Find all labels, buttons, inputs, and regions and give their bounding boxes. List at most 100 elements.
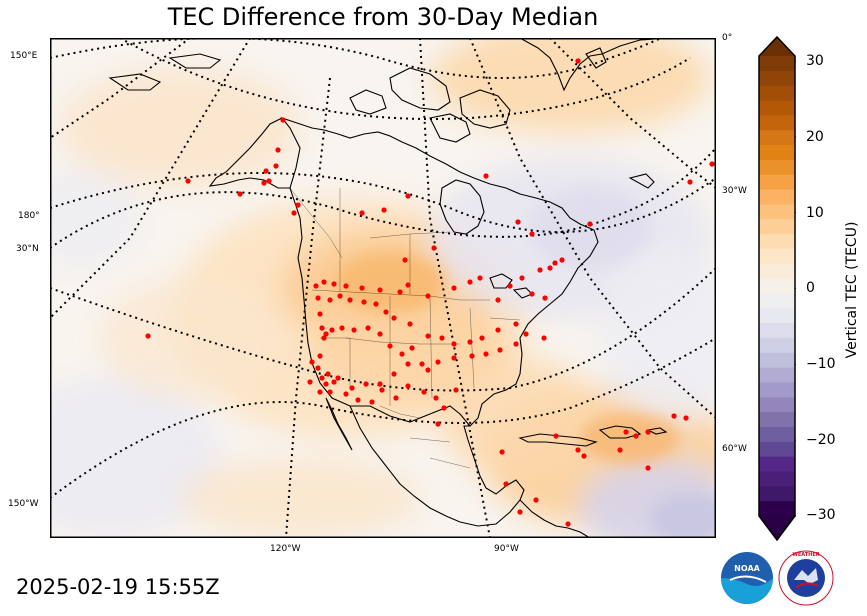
colorbar-segment	[759, 471, 795, 487]
station-marker	[317, 353, 323, 359]
colorbar-segment	[759, 70, 795, 87]
colorbar	[758, 35, 796, 542]
station-marker	[365, 325, 371, 331]
station-marker	[517, 509, 523, 515]
chart-title: TEC Difference from 30-Day Median	[167, 3, 599, 31]
station-marker	[349, 385, 355, 391]
station-marker	[343, 283, 349, 289]
station-marker	[529, 231, 535, 237]
station-marker	[351, 327, 357, 333]
station-marker	[483, 173, 489, 179]
station-marker	[683, 415, 689, 421]
station-marker	[439, 335, 445, 341]
station-marker	[315, 295, 321, 301]
station-marker	[451, 285, 457, 291]
station-marker	[405, 193, 411, 199]
station-marker	[405, 282, 411, 288]
station-marker	[435, 359, 441, 365]
station-marker	[185, 178, 191, 184]
station-marker	[467, 279, 473, 285]
station-marker	[537, 267, 543, 273]
station-marker	[553, 433, 559, 439]
station-marker	[377, 287, 383, 293]
colorbar-segment	[759, 219, 795, 235]
station-marker	[237, 191, 243, 197]
station-marker	[307, 379, 313, 385]
colorbar-segment	[759, 426, 795, 443]
grid-label-left: 150°W	[8, 499, 39, 509]
station-marker	[633, 433, 639, 439]
colorbar-segment	[759, 367, 795, 383]
station-marker	[377, 381, 383, 387]
colorbar-extend-low	[759, 516, 795, 540]
station-marker	[435, 421, 441, 427]
colorbar-segment	[759, 85, 795, 102]
station-marker	[559, 257, 565, 263]
station-marker	[391, 371, 397, 377]
station-marker	[266, 178, 272, 184]
station-marker	[327, 297, 333, 303]
grid-label-left: 150°E	[10, 51, 38, 61]
station-marker	[495, 327, 501, 333]
station-marker	[273, 163, 279, 169]
colorbar-segment	[759, 441, 795, 458]
station-marker	[319, 325, 325, 331]
station-marker	[331, 281, 337, 287]
station-marker	[339, 325, 345, 331]
colorbar-extend-high	[759, 37, 795, 56]
colorbar-segment	[759, 382, 795, 398]
station-marker	[373, 301, 379, 307]
station-marker	[431, 245, 437, 251]
colorbar-segment	[759, 337, 795, 354]
colorbar-segment	[759, 397, 795, 413]
station-marker	[275, 147, 281, 153]
station-marker	[523, 331, 529, 337]
station-marker	[397, 289, 403, 295]
colorbar-segment	[759, 501, 795, 517]
colorbar-segment	[759, 189, 795, 205]
station-marker	[541, 335, 547, 341]
station-marker	[319, 375, 325, 381]
colorbar-segment	[759, 159, 795, 176]
colorbar-tick-label: −30	[806, 507, 836, 523]
station-marker	[329, 327, 335, 333]
station-marker	[581, 453, 587, 459]
station-marker	[513, 341, 519, 347]
station-marker	[321, 279, 327, 285]
station-marker	[331, 379, 337, 385]
station-marker	[419, 361, 425, 367]
station-marker	[355, 397, 361, 403]
grid-label-right: 60°W	[722, 444, 747, 454]
station-marker	[391, 315, 397, 321]
colorbar-segment	[759, 486, 795, 502]
station-marker	[261, 180, 267, 186]
station-marker	[552, 260, 558, 266]
station-marker	[402, 257, 408, 263]
station-marker	[323, 331, 329, 337]
station-marker	[451, 355, 457, 361]
station-marker	[347, 297, 353, 303]
colorbar-label: Vertical TEC (TECU)	[844, 221, 860, 359]
colorbar-tick-label: 30	[806, 53, 824, 69]
station-marker	[317, 311, 323, 317]
station-marker	[645, 429, 651, 435]
station-marker	[575, 447, 581, 453]
station-marker	[453, 387, 459, 393]
station-marker	[499, 449, 505, 455]
station-marker	[451, 341, 457, 347]
colorbar-segment	[759, 145, 795, 161]
station-marker	[542, 295, 548, 301]
noaa-logo: NOAA	[721, 552, 773, 604]
grid-label-left: 30°N	[16, 244, 39, 254]
station-marker	[425, 333, 431, 339]
station-marker	[575, 58, 581, 64]
colorbar-segment	[759, 293, 795, 309]
colorbar-tick-label: 0	[806, 280, 815, 296]
station-marker	[477, 275, 483, 281]
station-marker	[361, 299, 367, 305]
station-marker	[507, 283, 513, 289]
colorbar-tick-label: −10	[806, 356, 836, 372]
colorbar-segment	[759, 308, 795, 324]
station-marker	[425, 293, 431, 299]
colorbar-segment	[759, 130, 795, 146]
